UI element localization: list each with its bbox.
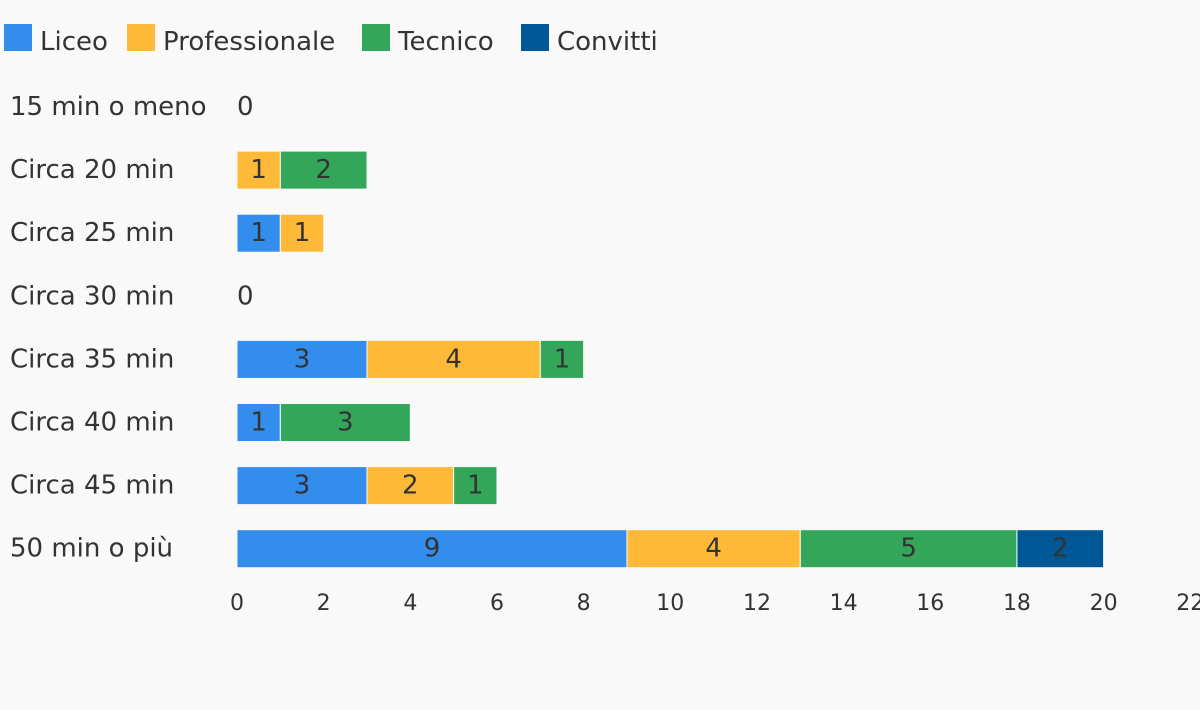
x-tick-label: 20 (1090, 591, 1118, 616)
bar-convitti (1016, 529, 1105, 569)
bar-tecnico (539, 339, 585, 379)
category-label: 50 min o più (10, 534, 173, 564)
legend-label-tecnico: Tecnico (397, 27, 494, 57)
bar-tecnico (279, 150, 368, 190)
legend-swatch-liceo (4, 24, 32, 51)
bar-value-label: 9 (424, 534, 441, 564)
x-tick-label: 16 (916, 591, 944, 616)
bar-value-label: 1 (554, 344, 571, 374)
bar-value-label: 1 (250, 408, 267, 438)
bar-value-label: 1 (250, 218, 267, 248)
x-tick-label: 4 (403, 591, 417, 616)
bar-tecnico (453, 466, 498, 506)
bar-liceo (236, 213, 281, 253)
x-tick-label: 6 (490, 591, 504, 616)
x-tick-label: 14 (830, 591, 858, 616)
x-tick-label: 12 (743, 591, 771, 616)
bar-value-label: 5 (900, 534, 917, 564)
category-axis: 15 min o meno Circa 20 min Circa 25 min Cir… (10, 92, 207, 564)
category-label: Circa 20 min (10, 155, 174, 185)
bar-value-label: 1 (250, 155, 267, 185)
x-tick-label: 0 (230, 591, 244, 616)
bar-liceo (236, 403, 281, 442)
bar-liceo (236, 339, 368, 379)
bar-value-label: 3 (294, 344, 311, 374)
bar-value-label: 2 (402, 471, 419, 501)
bar-professionale (236, 150, 281, 190)
x-tick-label: 18 (1003, 591, 1031, 616)
bar-area: 01 21 103 4 11 33 2 19 4 5 2 (236, 92, 1105, 569)
bar-value-label: 4 (445, 344, 462, 374)
bar-value-label: 2 (1052, 534, 1069, 564)
category-label: Circa 30 min (10, 281, 174, 311)
category-label: Circa 25 min (10, 218, 174, 248)
bar-total-label: 0 (237, 281, 254, 311)
x-tick-label: 2 (317, 591, 331, 616)
bar-value-label: 3 (294, 471, 311, 501)
x-tick-label: 22 (1176, 591, 1200, 616)
category-label: Circa 35 min (10, 344, 174, 374)
bar-liceo (236, 529, 628, 569)
bar-value-label: 4 (705, 534, 722, 564)
bar-tecnico (279, 403, 411, 442)
x-tick-label: 8 (577, 591, 591, 616)
bar-value-label: 1 (467, 471, 484, 501)
bar-professionale (279, 213, 325, 253)
bar-liceo (236, 466, 368, 506)
value-axis: 0 2 4 6 8 10 12 14 16 18 20 22 (230, 591, 1200, 616)
category-label: Circa 40 min (10, 408, 174, 438)
x-tick-label: 10 (656, 591, 684, 616)
bar-value-label: 3 (337, 408, 354, 438)
legend-swatch-convitti (521, 24, 549, 51)
legend-label-professionale: Professionale (163, 27, 335, 57)
legend-label-liceo: Liceo (40, 27, 108, 57)
bar-value-label: 2 (315, 155, 332, 185)
bar-professionale (626, 529, 801, 569)
bar-professionale (366, 339, 541, 379)
legend: Liceo Professionale Tecnico Convitti (4, 24, 658, 57)
legend-swatch-tecnico (362, 24, 390, 51)
bar-value-label: 1 (294, 218, 311, 248)
category-label: 15 min o meno (10, 92, 207, 122)
category-label: Circa 45 min (10, 471, 174, 501)
legend-swatch-professionale (127, 24, 155, 51)
bar-total-label: 0 (237, 92, 254, 122)
legend-label-convitti: Convitti (557, 27, 658, 57)
